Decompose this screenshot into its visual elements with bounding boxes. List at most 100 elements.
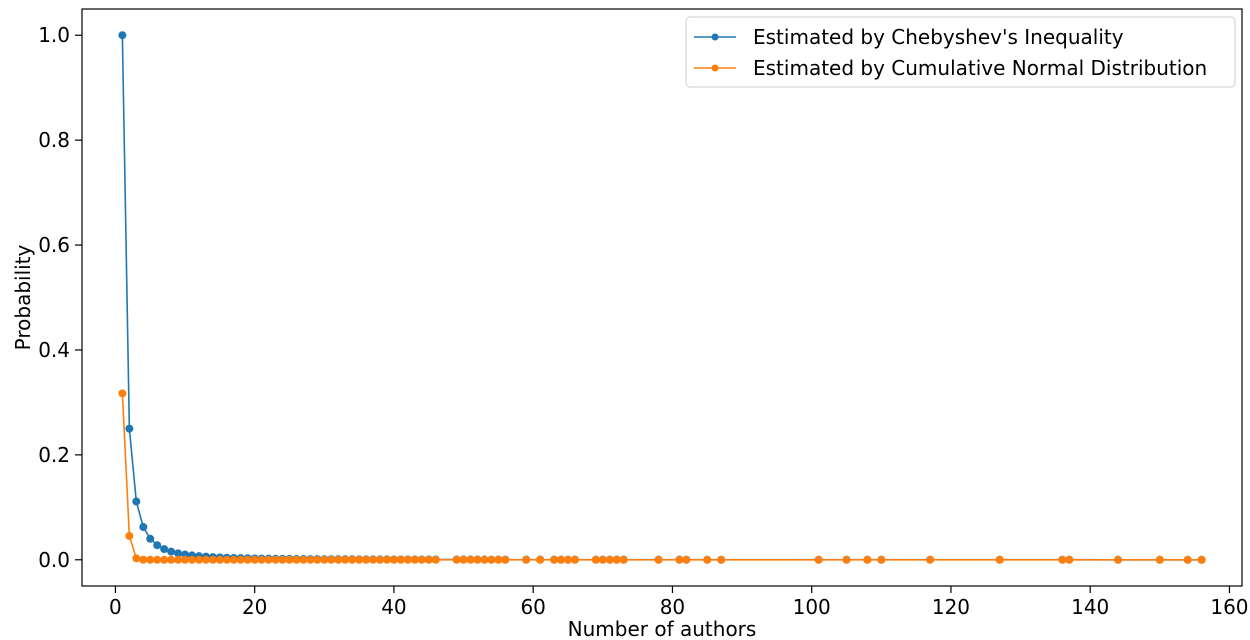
y-axis-label: Probability <box>11 244 35 350</box>
data-point <box>264 555 273 564</box>
x-tick-label: 40 <box>381 595 406 619</box>
x-axis-label: Number of authors <box>568 617 757 640</box>
data-point <box>424 555 433 564</box>
legend-entry-normal: Estimated by Cumulative Normal Distribut… <box>694 56 1207 80</box>
data-point <box>229 555 238 564</box>
data-point <box>208 555 217 564</box>
series-0 <box>118 31 1206 564</box>
data-point <box>376 555 385 564</box>
x-tick-label: 20 <box>242 595 267 619</box>
legend-box <box>685 16 1236 88</box>
data-point <box>1114 555 1123 564</box>
data-point <box>717 555 726 564</box>
data-point <box>243 555 252 564</box>
data-point <box>285 555 294 564</box>
data-point <box>619 555 628 564</box>
data-point <box>473 555 482 564</box>
data-point <box>605 555 614 564</box>
data-point <box>139 522 148 531</box>
data-point <box>188 555 197 564</box>
data-point <box>570 555 579 564</box>
y-tick-label: 0.2 <box>38 443 70 467</box>
data-point <box>382 555 391 564</box>
data-point <box>327 555 336 564</box>
data-point <box>160 555 169 564</box>
data-point <box>452 555 461 564</box>
data-point <box>557 555 566 564</box>
data-point <box>501 555 510 564</box>
data-point <box>863 555 872 564</box>
data-point <box>389 555 398 564</box>
data-point <box>181 555 190 564</box>
data-point <box>236 555 245 564</box>
data-point <box>222 555 231 564</box>
data-point <box>320 555 329 564</box>
legend-label-chebyshev: Estimated by Chebyshev's Inequality <box>753 25 1124 49</box>
legend-swatch-marker <box>711 64 719 72</box>
x-tick-label: 140 <box>1071 595 1109 619</box>
data-point <box>494 555 503 564</box>
x-tick-label: 0 <box>109 595 122 619</box>
data-point <box>1058 555 1067 564</box>
x-axis-ticks: 0 20 40 60 80 100 120 140 160 <box>109 586 1249 619</box>
y-tick-label: 0.8 <box>38 128 70 152</box>
data-point <box>146 555 155 564</box>
data-point <box>348 555 357 564</box>
legend-label-normal: Estimated by Cumulative Normal Distribut… <box>753 56 1207 80</box>
legend: Estimated by Chebyshev's Inequality Esti… <box>685 16 1236 88</box>
data-point <box>877 555 886 564</box>
data-point <box>403 555 412 564</box>
data-point <box>369 555 378 564</box>
data-point <box>215 555 224 564</box>
data-point <box>341 555 350 564</box>
data-point <box>536 555 545 564</box>
data-point <box>612 555 621 564</box>
y-tick-label: 1.0 <box>38 23 70 47</box>
data-point <box>118 31 127 40</box>
data-point <box>292 555 301 564</box>
legend-swatch-marker <box>711 33 719 41</box>
data-point <box>675 555 684 564</box>
axes-layer: 0 20 40 60 80 100 120 140 160 0.0 0.2 0.4 0.6 0.8 1.0… <box>11 8 1249 640</box>
data-point <box>271 555 280 564</box>
data-point <box>1065 555 1074 564</box>
data-point <box>522 555 531 564</box>
data-point <box>550 555 559 564</box>
data-point <box>174 549 183 558</box>
data-point <box>355 555 364 564</box>
data-point <box>194 555 203 564</box>
data-point <box>201 555 210 564</box>
data-point <box>480 555 489 564</box>
data-point <box>1197 555 1206 564</box>
data-point <box>118 389 127 398</box>
data-point <box>703 555 712 564</box>
data-point <box>250 555 259 564</box>
data-point <box>814 555 823 564</box>
data-point <box>598 555 607 564</box>
x-tick-label: 60 <box>520 595 545 619</box>
data-point <box>299 555 308 564</box>
y-tick-label: 0.6 <box>38 233 70 257</box>
data-point <box>926 555 935 564</box>
data-point <box>167 555 176 564</box>
plot-frame <box>81 8 1243 587</box>
data-point <box>564 555 572 564</box>
data-point <box>132 554 141 563</box>
data-point <box>132 497 141 506</box>
data-point <box>995 555 1004 564</box>
data-point <box>125 424 134 433</box>
x-tick-label: 160 <box>1210 595 1248 619</box>
data-point <box>654 555 663 564</box>
series-layer <box>118 31 1206 564</box>
data-point <box>396 555 405 564</box>
x-tick-label: 100 <box>793 595 831 619</box>
data-point <box>466 555 475 564</box>
data-point <box>1183 555 1192 564</box>
data-point <box>278 555 287 564</box>
data-point <box>257 555 266 564</box>
data-point <box>1155 555 1164 564</box>
series-line <box>121 35 1202 561</box>
x-tick-label: 80 <box>660 595 685 619</box>
data-point <box>306 555 315 564</box>
